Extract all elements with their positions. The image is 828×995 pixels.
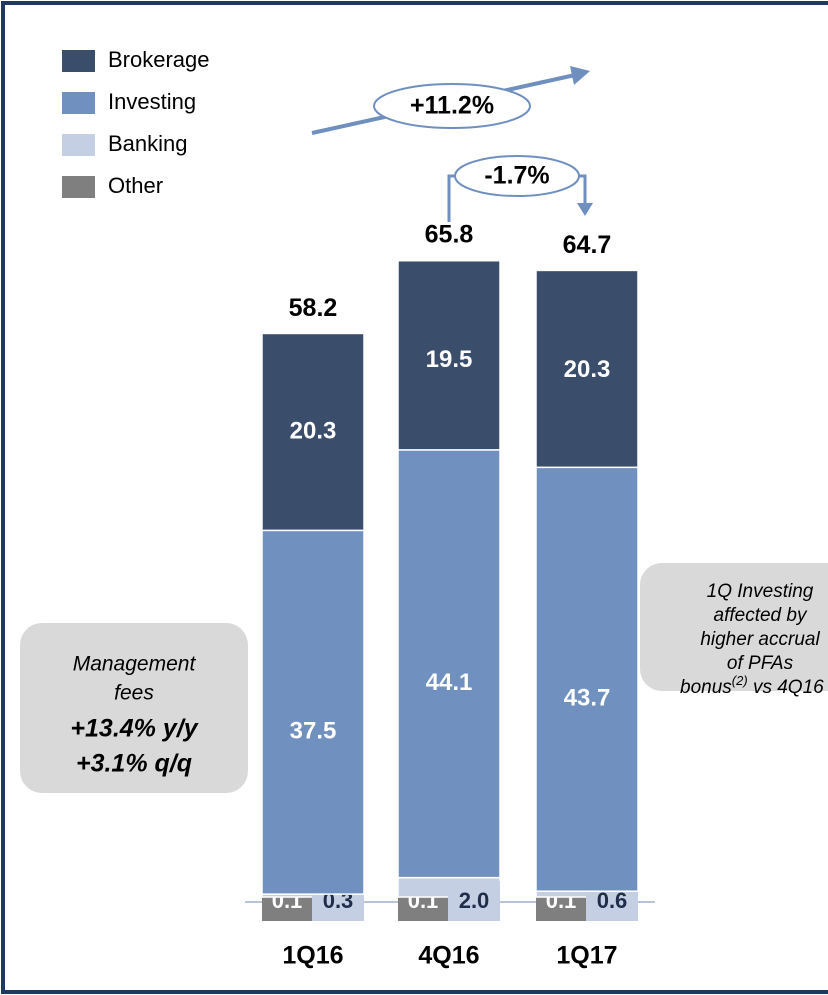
note-box — [640, 563, 828, 691]
total-label: 58.2 — [289, 294, 338, 322]
annotation-bubble — [454, 155, 580, 197]
value-label: 37.5 — [290, 718, 337, 745]
annotation: +11.2% — [410, 92, 494, 120]
note: of PFAs — [727, 653, 794, 674]
value-label: 43.7 — [564, 685, 611, 712]
note: +13.4% y/y — [70, 715, 198, 743]
bar-segment — [535, 269, 639, 469]
legend-swatch — [62, 50, 95, 72]
value-label: 20.3 — [564, 356, 611, 383]
legend-label: Other — [108, 173, 163, 198]
annotation: -1.7% — [484, 162, 549, 190]
value-label: 2.0 — [459, 888, 490, 913]
value-label: 44.1 — [426, 669, 473, 696]
bar-segment — [261, 332, 365, 532]
note-box — [20, 623, 248, 793]
annotation-bubble — [373, 83, 531, 129]
legend-swatch — [62, 176, 95, 198]
legend-label: Investing — [108, 89, 196, 114]
bar-segment — [397, 259, 501, 451]
note: +3.1% q/q — [76, 750, 192, 778]
x-tick-label: 4Q16 — [418, 942, 479, 970]
bar-segment — [397, 449, 501, 879]
arrow-head — [570, 66, 590, 85]
legend-swatch — [62, 92, 95, 114]
x-tick-label: 1Q17 — [556, 942, 617, 970]
value-label: 19.5 — [426, 346, 473, 373]
value-label: 20.3 — [290, 417, 337, 444]
note: bonus(2) vs 4Q16 — [680, 673, 824, 698]
note: fees — [114, 682, 154, 705]
total-label: 64.7 — [563, 231, 612, 259]
arrow-head — [577, 203, 593, 216]
label-box — [448, 881, 500, 921]
legend-swatch — [62, 134, 95, 156]
superscript: (2) — [732, 673, 748, 688]
x-tick-label: 1Q16 — [282, 942, 343, 970]
value-label: 0.6 — [597, 888, 628, 913]
bar-segment — [535, 466, 639, 892]
total-label: 65.8 — [425, 220, 474, 248]
legend-label: Brokerage — [108, 47, 210, 72]
legend-label: Banking — [108, 131, 188, 156]
note: 1Q Investing — [707, 581, 814, 602]
note: Management — [73, 653, 197, 676]
note: vs 4Q16 — [748, 677, 824, 698]
bar-segment — [261, 529, 365, 895]
note: bonus — [680, 677, 732, 698]
note: higher accrual — [700, 629, 820, 650]
note: affected by — [714, 605, 808, 626]
